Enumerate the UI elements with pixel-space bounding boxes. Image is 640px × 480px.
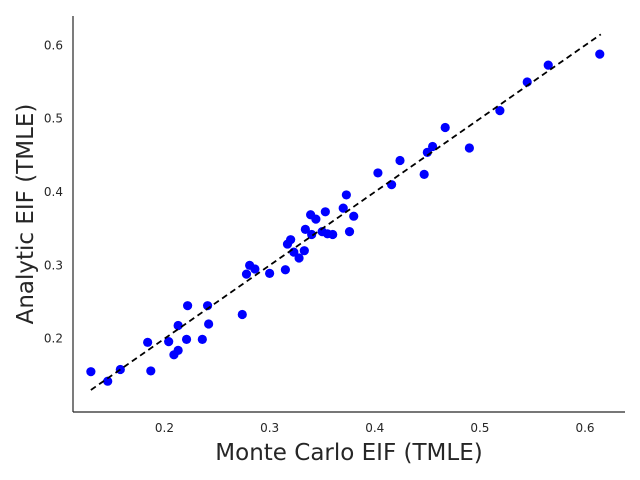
data-point [338, 203, 348, 213]
y-tick-label: 0.2 [44, 332, 63, 346]
data-point [265, 268, 275, 278]
x-tick-label: 0.4 [365, 421, 384, 435]
data-point [241, 269, 252, 279]
x-tick-labels: 0.2 0.3 0.4 0.5 0.6 [155, 421, 595, 435]
data-point [464, 143, 474, 153]
data-point [183, 301, 193, 311]
data-point [173, 320, 183, 331]
y-tick-label: 0.4 [44, 185, 63, 199]
y-tick-label: 0.6 [44, 38, 63, 52]
data-point [280, 265, 290, 275]
data-point [197, 334, 207, 344]
x-tick-label: 0.6 [575, 421, 594, 435]
data-point [543, 60, 553, 70]
data-point [373, 168, 383, 178]
x-tick-label: 0.2 [155, 421, 174, 435]
data-point [328, 229, 338, 240]
data-point [86, 367, 96, 377]
x-axis-title: Monte Carlo EIF (TMLE) [215, 440, 482, 466]
data-point [300, 224, 310, 234]
data-point [299, 246, 309, 256]
data-point [204, 319, 214, 329]
data-point [427, 141, 438, 152]
data-point [595, 49, 605, 59]
y-tick-labels: 0.2 0.3 0.4 0.5 0.6 [44, 38, 63, 345]
data-point [181, 334, 192, 344]
axes [72, 16, 625, 413]
y-tick-label: 0.5 [44, 112, 63, 126]
scatter-points [86, 49, 605, 386]
data-point [164, 337, 174, 347]
reference-line [90, 33, 602, 391]
data-point [419, 169, 429, 179]
data-point [440, 122, 450, 133]
data-point [307, 229, 317, 240]
data-point [146, 366, 156, 376]
data-point [349, 211, 359, 221]
data-point [250, 264, 260, 274]
x-tick-label: 0.3 [260, 421, 279, 435]
data-point [344, 227, 355, 237]
data-point [311, 214, 321, 224]
data-point [103, 376, 113, 386]
data-point [495, 106, 505, 116]
y-axis-title: Analytic EIF (TMLE) [13, 104, 39, 325]
data-point [294, 253, 304, 263]
data-point [395, 155, 405, 166]
data-point [237, 309, 247, 320]
y-tick-label: 0.3 [44, 258, 63, 272]
data-point [341, 190, 351, 200]
data-point [286, 235, 296, 245]
x-tick-label: 0.5 [470, 421, 489, 435]
data-point [173, 345, 183, 355]
data-point [320, 207, 330, 217]
data-point [143, 337, 153, 347]
